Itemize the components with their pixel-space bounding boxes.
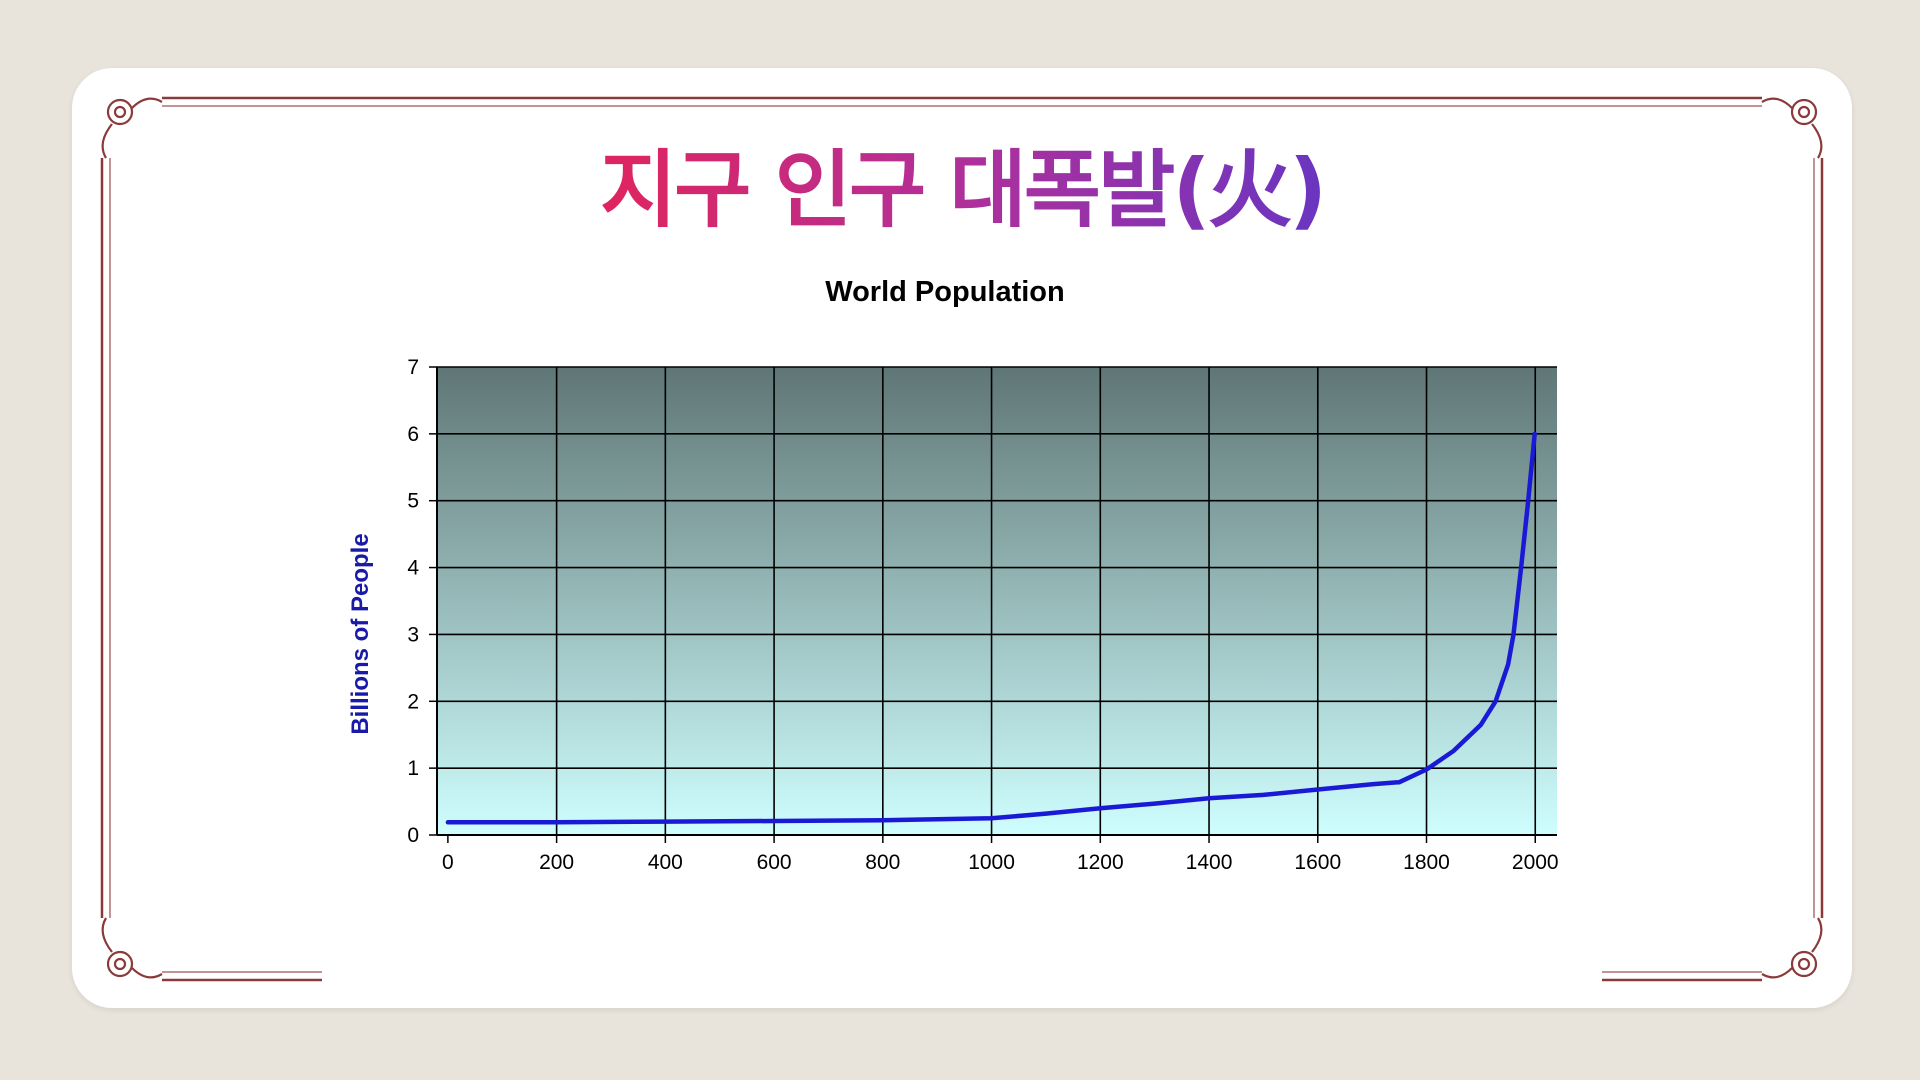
y-axis-title: Billions of People: [347, 533, 374, 734]
x-tick-label: 1200: [1077, 851, 1124, 874]
world-population-chart: World Population Billions of People 0 1 2 3…: [322, 268, 1602, 988]
series-layer: [445, 431, 1537, 825]
slide-title-text: 지구 인구 대폭발(火): [599, 141, 1327, 239]
y-tick-label: 6: [407, 423, 419, 446]
y-tick-label: 3: [407, 623, 419, 646]
y-tick-label: 5: [407, 490, 419, 513]
x-tick-label: 1600: [1294, 851, 1341, 874]
x-tick-label: 400: [648, 851, 683, 874]
y-tick-label: 0: [407, 824, 419, 847]
y-tick-label: 7: [407, 356, 419, 379]
slide-card: 지구 인구 대폭발(火) World Population Billions o…: [72, 68, 1852, 1008]
y-tick-label: 4: [407, 557, 419, 580]
slide-title: 지구 인구 대폭발(火): [72, 148, 1852, 232]
x-tick-label: 200: [539, 851, 574, 874]
chart-title: World Population: [825, 276, 1065, 308]
x-tick-label: 2000: [1512, 851, 1559, 874]
tick-labels: 0 1 2 3 4 5 6 7 0 200 400 600 800 1000 1200 1400 1600 180…: [407, 356, 1558, 874]
y-tick-label: 2: [407, 690, 419, 713]
x-tick-label: 800: [865, 851, 900, 874]
x-tick-label: 1800: [1403, 851, 1450, 874]
axes: [429, 366, 1557, 843]
y-tick-label: 1: [407, 757, 419, 780]
plot-background: [437, 367, 1557, 835]
x-tick-label: 600: [757, 851, 792, 874]
x-tick-label: 1000: [968, 851, 1015, 874]
x-tick-label: 0: [442, 851, 454, 874]
x-tick-label: 1400: [1186, 851, 1233, 874]
series-line-population: [445, 431, 1537, 825]
